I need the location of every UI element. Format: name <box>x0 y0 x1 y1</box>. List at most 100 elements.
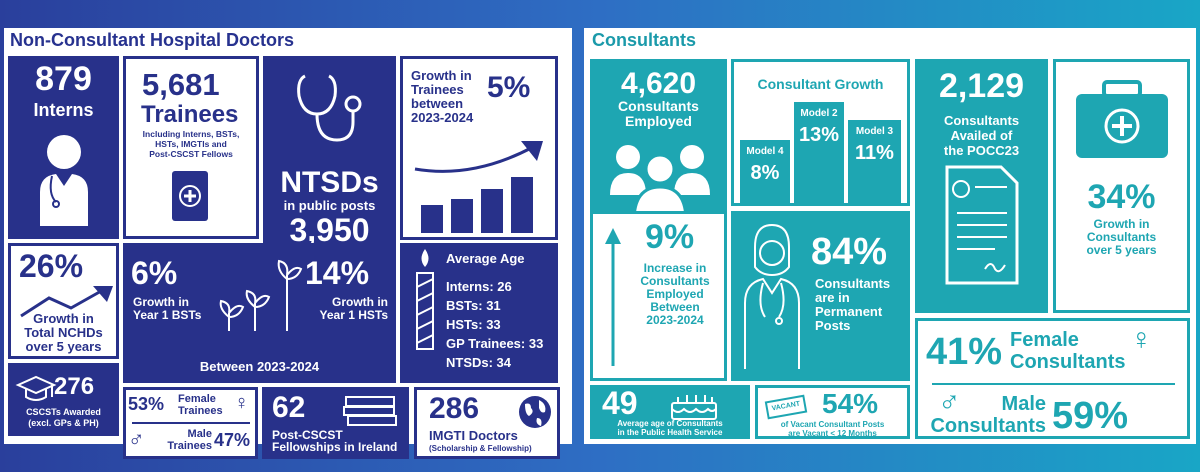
year1-period: Between 2023-2024 <box>199 359 320 374</box>
consultants-panel-title: Consultants <box>592 30 697 50</box>
avg-age-value: 49 <box>602 385 638 421</box>
female-symbol-icon: ♀ <box>234 392 249 414</box>
growth5-label: Growth in Consultants over 5 years <box>1086 217 1157 257</box>
vacant-sign-icon: VACANT <box>764 394 808 420</box>
nchd-growth-label: Growth in Total NCHDs over 5 years <box>24 311 103 354</box>
gender-divider <box>932 383 1175 385</box>
cscst-tile: 276 CSCSTs Awarded (excl. GPs & PH) <box>8 363 119 436</box>
candle-icon <box>416 249 434 350</box>
growth-bar-model2: Model 2 13% <box>794 102 844 203</box>
male-trainees-label: Male Trainees <box>167 428 212 452</box>
permanent-label: Consultants are in Permanent Posts <box>815 276 891 333</box>
trainee-growth-label: Growth in Trainees between 2023-2024 <box>411 68 474 125</box>
vacant-value: 54% <box>822 388 879 419</box>
male-symbol-icon: ♂ <box>128 426 145 451</box>
age-row: NTSDs: 34 <box>446 355 512 370</box>
interns-value: 879 <box>35 60 92 98</box>
medical-book-icon <box>172 171 208 221</box>
trainee-growth-tile: Growth in Trainees between 2023-2024 5% <box>400 56 558 240</box>
age-row: Interns: 26 <box>446 279 512 294</box>
nchd-panel: Non-Consultant Hospital Doctors 879 Inte… <box>4 28 572 459</box>
document-icon <box>945 165 1019 285</box>
vacant-label: of Vacant Consultant Posts are Vacant < 1… <box>780 420 885 438</box>
average-age-list: Interns: 26 BSTs: 31 HSTs: 33 GP Trainee… <box>446 277 543 372</box>
growth-bar-model3: Model 3 11% <box>848 120 901 203</box>
trend-arrow-icon <box>20 286 113 318</box>
nchd-growth-value: 26% <box>19 248 84 284</box>
birthday-cake-icon <box>671 395 717 420</box>
nchd-growth-tile: 26% Growth in Total NCHDs over 5 years <box>8 243 119 359</box>
ntsds-label: NTSDs <box>280 166 379 199</box>
growth5-value: 34% <box>1087 178 1156 216</box>
average-age-title: Average Age <box>446 251 525 266</box>
female-trainees-pct: 53% <box>128 394 165 414</box>
bar-value: 8% <box>750 162 780 184</box>
growth5-tile: 34% Growth in Consultants over 5 years <box>1053 59 1190 313</box>
gender-divider <box>132 422 250 424</box>
imgti-label: IMGTI Doctors <box>429 428 518 443</box>
seedlings-icon <box>219 259 303 331</box>
avg-age-tile: 49 Average age of Consultants in the Publ… <box>590 385 750 439</box>
books-icon <box>343 396 397 426</box>
consultant-growth-title: Consultant Growth <box>757 76 884 92</box>
consultants-panel: Consultants 4,620 Consultants Employed Co… <box>584 28 1196 444</box>
age-row: BSTs: 31 <box>446 298 501 313</box>
male-consultants-pct: 59% <box>1052 395 1129 437</box>
bar-value: 11% <box>855 142 894 164</box>
cscst-value: 276 <box>54 373 95 400</box>
bar-value: 13% <box>798 124 840 146</box>
cscst-label: CSCSTs Awarded (excl. GPs & PH) <box>26 407 101 428</box>
male-trainees-pct: 47% <box>214 430 251 450</box>
hst-growth-label: Growth in Year 1 HSTs <box>319 295 388 322</box>
female-trainees-label: Female Trainees <box>178 393 223 417</box>
permanent-tile: 84% Consultants are in Permanent Posts <box>731 211 910 381</box>
trainees-value: 5,681 <box>142 67 220 102</box>
increase-tile: 9% Increase in Consultants Employed Between… <box>590 211 727 381</box>
bst-growth-value: 6% <box>131 255 178 291</box>
female-consultants-label: Female Consultants <box>1010 329 1126 373</box>
trainees-tile: 5,681 Trainees Including Interns, BSTs, H… <box>123 56 259 239</box>
interns-tile: 879 Interns <box>8 56 119 239</box>
people-group-icon <box>610 145 710 223</box>
increase-value: 9% <box>645 218 695 256</box>
fellowships-label: Post-CSCST Fellowships in Ireland <box>272 428 398 454</box>
doctor-icon <box>40 135 88 226</box>
bar-name: Model 3 <box>855 126 894 137</box>
ntsds-sub: in public posts <box>283 198 376 213</box>
imgti-tile: 286 IMGTI Doctors (Scholarship & Fellows… <box>414 387 560 459</box>
male-consultants-label: Male Consultants <box>930 393 1046 437</box>
trainee-growth-value: 5% <box>487 71 531 104</box>
consultant-gender-tile: 41% Female Consultants ♀ ♂ Male Consultant… <box>915 318 1190 439</box>
ntsds-tile: NTSDs in public posts 3,950 <box>263 56 396 253</box>
permanent-value: 84% <box>811 231 888 273</box>
avg-age-label: Average age of Consultants in the Public … <box>617 419 723 437</box>
fellowships-tile: 62 Post-CSCST Fellowships in Ireland <box>262 387 409 459</box>
male-symbol-icon: ♂ <box>938 385 961 418</box>
age-row: GP Trainees: 33 <box>446 336 544 351</box>
imgti-value: 286 <box>429 392 480 425</box>
trainees-note: Including Interns, BSTs, HSTs, IMGTIs and… <box>142 129 240 159</box>
nchd-panel-title: Non-Consultant Hospital Doctors <box>10 30 294 50</box>
pocc-value: 2,129 <box>938 67 1025 105</box>
ntsds-value: 3,950 <box>289 212 370 248</box>
up-arrow-icon <box>605 228 621 366</box>
employed-value: 4,620 <box>620 67 697 100</box>
year1-growth-tile: 6% Growth in Year 1 BSTs 14% Growth in Yea… <box>123 243 396 383</box>
medical-kit-icon <box>1076 80 1168 158</box>
globe-icon <box>519 396 551 428</box>
increase-label: Increase in Consultants Employed Between 202… <box>640 261 710 327</box>
fellowships-value: 62 <box>272 391 306 424</box>
graduation-cap-icon <box>15 375 57 401</box>
growth-bar-model4: Model 4 8% <box>740 140 790 203</box>
pocc-tile: 2,129 Consultants Availed of the POCC23 <box>915 59 1048 313</box>
average-age-tile: Average Age Interns: 26 BSTs: 31 HSTs: 3… <box>400 243 558 383</box>
interns-label: Interns <box>33 100 94 120</box>
hst-growth-value: 14% <box>305 255 370 291</box>
bar-name: Model 2 <box>800 108 838 119</box>
bst-growth-label: Growth in Year 1 BSTs <box>133 295 202 322</box>
employed-label: Consultants Employed <box>618 98 699 129</box>
pocc-label: Consultants Availed of the POCC23 <box>943 113 1020 158</box>
growth-bars-icon <box>414 141 543 233</box>
female-doctor-icon <box>744 223 800 369</box>
imgti-sub: (Scholarship & Fellowship) <box>429 444 532 453</box>
